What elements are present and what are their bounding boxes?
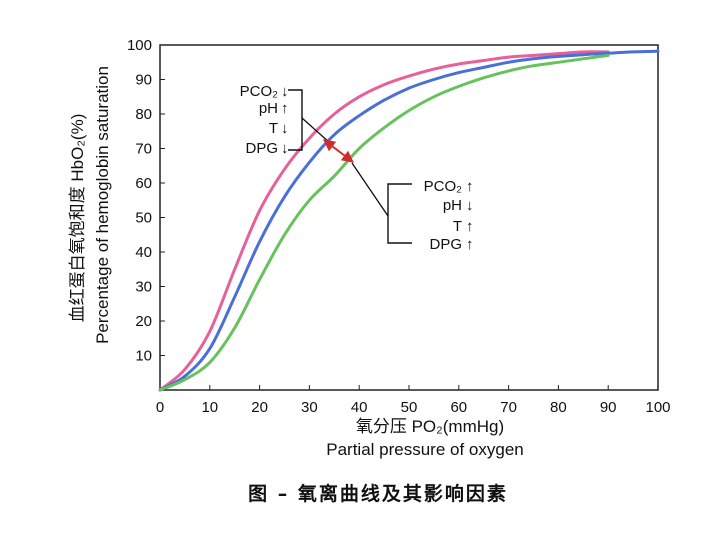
x-tick-label: 0: [156, 399, 164, 416]
x-tick-label: 30: [301, 399, 318, 416]
y-tick-label: 40: [135, 244, 152, 261]
plot-frame: [159, 44, 659, 391]
y-axis-label: Percentage of hemoglobin saturation: [93, 66, 112, 344]
x-tick-label: 60: [450, 399, 467, 416]
left-factor-arrow: ↑: [281, 100, 289, 117]
x-tick-label: 20: [251, 399, 268, 416]
y-tick-label: 80: [135, 106, 152, 123]
x-tick-label: 10: [201, 399, 218, 416]
x-axis-label-cn: 氧分压 PO₂(mmHg): [356, 417, 504, 436]
y-axis-label-cn: 血红蛋白氧饱和度 HbO₂(%): [68, 114, 87, 323]
x-tick-label: 80: [550, 399, 567, 416]
left-connector: [301, 117, 331, 144]
y-tick-label: 10: [135, 348, 152, 365]
left-factor-arrow: ↓: [281, 83, 289, 100]
right-factor-label: pH: [443, 197, 462, 214]
series-line-2: [158, 49, 660, 392]
series-layer: [158, 49, 660, 392]
y-tick-label: 50: [135, 210, 152, 227]
right-bracket: [387, 183, 412, 244]
y-tick-label: 90: [135, 72, 152, 89]
annotation-layer: PCO₂ ↓pH ↑T ↓DPG ↓PCO₂ ↑pH ↓T ↑DPG ↑: [240, 83, 474, 253]
right-factor-label: PCO₂: [424, 178, 463, 195]
left-bracket: [288, 89, 303, 151]
right-factor-arrow: ↓: [466, 197, 474, 214]
right-factor-label: DPG: [429, 236, 462, 253]
left-factor-label: T: [269, 120, 278, 137]
x-axis-label: Partial pressure of oxygen: [326, 440, 524, 459]
x-tick-label: 50: [401, 399, 418, 416]
figure-caption: 图 – 氧离曲线及其影响因素: [248, 482, 508, 505]
x-tick-labels: 0 10 20 30 40 50 60 70 80 90 100: [156, 399, 671, 416]
y-tick-label: 30: [135, 279, 152, 296]
x-tick-label: 100: [645, 399, 670, 416]
shift-double-arrow: [323, 139, 354, 163]
right-factor-arrow: ↑: [466, 236, 474, 253]
left-factor-label: DPG: [245, 140, 278, 157]
series-line-1: [158, 50, 610, 392]
left-factor-arrow: ↓: [281, 140, 289, 157]
y-tick-labels: 10 20 30 40 50 60 70 80 90 100: [127, 37, 152, 365]
right-factor-arrow: ↑: [466, 178, 474, 195]
series-line-3: [158, 53, 610, 392]
tick-marks: [159, 44, 659, 390]
right-connector: [351, 162, 389, 217]
y-tick-label: 70: [135, 141, 152, 158]
left-factor-arrow: ↓: [281, 120, 289, 137]
left-factor-label: pH: [259, 100, 278, 117]
y-tick-label: 20: [135, 313, 152, 330]
x-tick-label: 70: [500, 399, 517, 416]
x-tick-label: 90: [600, 399, 617, 416]
right-factor-arrow: ↑: [466, 218, 474, 235]
y-tick-label: 60: [135, 175, 152, 192]
left-factor-label: PCO₂: [240, 83, 279, 100]
y-tick-label: 100: [127, 37, 152, 54]
x-tick-label: 40: [351, 399, 368, 416]
right-factor-label: T: [453, 218, 462, 235]
